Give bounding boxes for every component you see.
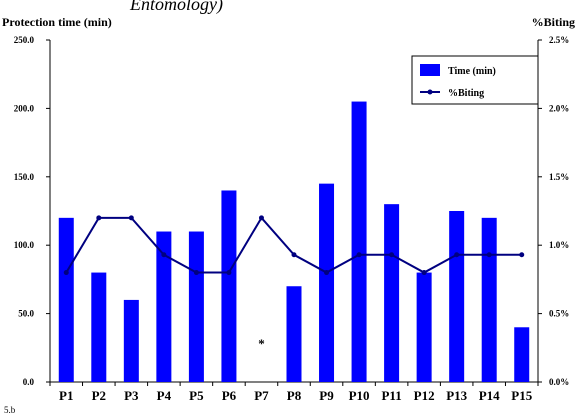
biting-point-p1 [63, 270, 69, 276]
category-label-p2: P2 [92, 388, 106, 403]
right-axis-tick-label: 2.5% [549, 35, 569, 45]
category-label-p9: P9 [319, 388, 334, 403]
left-axis-tick-label: 100.0 [14, 240, 35, 250]
biting-point-p4 [161, 252, 167, 258]
category-label-p10: P10 [349, 388, 370, 403]
right-axis-tick-label: 1.0% [549, 240, 569, 250]
legend-label-time: Time (min) [448, 66, 496, 77]
biting-point-p8 [291, 252, 297, 258]
legend-label-biting: %Biting [448, 88, 484, 99]
legend: Time (min) %Biting [411, 55, 539, 105]
annotation-asterisk: * [258, 336, 265, 351]
bar-p10 [351, 101, 367, 382]
bar-p3 [123, 299, 139, 382]
category-label-p15: P15 [511, 388, 532, 403]
bar-p8 [286, 286, 302, 382]
left-axis-tick-label: 250.0 [14, 35, 35, 45]
biting-point-p5 [193, 270, 199, 276]
left-axis-tick-label: 50.0 [18, 309, 34, 319]
right-axis-tick-label: 1.5% [549, 172, 569, 182]
bar-p13 [449, 211, 465, 382]
bar-p5 [188, 231, 204, 382]
biting-point-p2 [96, 215, 102, 221]
left-axis-tick-label: 0.0 [23, 377, 35, 387]
category-label-p6: P6 [222, 388, 237, 403]
biting-point-p10 [356, 252, 362, 258]
biting-point-p12 [421, 270, 427, 276]
right-axis-title: %Biting [532, 15, 575, 29]
category-label-p1: P1 [59, 388, 73, 403]
legend-bar-swatch [420, 64, 440, 76]
bar-p6 [221, 190, 237, 382]
corner-fragment-text: 5.b [4, 405, 16, 414]
annotations: * [258, 336, 265, 351]
biting-point-p14 [486, 252, 492, 258]
bar-p14 [481, 217, 497, 382]
category-label-p7: P7 [254, 388, 269, 403]
biting-point-p13 [454, 252, 460, 258]
category-label-p8: P8 [287, 388, 302, 403]
right-axis-tick-label: 0.5% [549, 309, 569, 319]
bar-p12 [416, 272, 432, 382]
bar-p1 [58, 217, 74, 382]
right-axis-tick-label: 0.0% [549, 377, 569, 387]
biting-point-p15 [519, 252, 525, 258]
bar-p15 [514, 327, 530, 382]
left-axis-tick-label: 200.0 [14, 103, 35, 113]
biting-point-p11 [389, 252, 395, 258]
category-labels: P1 P2 P3 P4 P5 P6 P7 P8 P9 P10 P11 P12 P13 P14 P15 [59, 388, 533, 403]
bar-series [58, 101, 530, 382]
legend-line-marker [427, 89, 433, 95]
biting-point-p7 [258, 215, 264, 221]
right-axis-tick-label: 2.0% [549, 103, 569, 113]
bar-p9 [319, 183, 335, 382]
biting-point-p9 [324, 270, 330, 276]
category-label-p12: P12 [414, 388, 435, 403]
bar-p4 [156, 231, 172, 382]
category-label-p4: P4 [157, 388, 172, 403]
bar-p2 [91, 272, 107, 382]
biting-point-p6 [226, 270, 232, 276]
category-label-p11: P11 [381, 388, 401, 403]
biting-point-p3 [128, 215, 134, 221]
category-label-p14: P14 [479, 388, 500, 403]
bar-p11 [384, 204, 400, 382]
category-label-p13: P13 [446, 388, 467, 403]
line-series [63, 215, 525, 276]
clipped-header-text: Entomology) [129, 0, 223, 15]
category-label-p5: P5 [189, 388, 204, 403]
category-label-p3: P3 [124, 388, 139, 403]
left-axis-tick-label: 150.0 [14, 172, 35, 182]
left-axis-title: Protection time (min) [2, 15, 112, 29]
